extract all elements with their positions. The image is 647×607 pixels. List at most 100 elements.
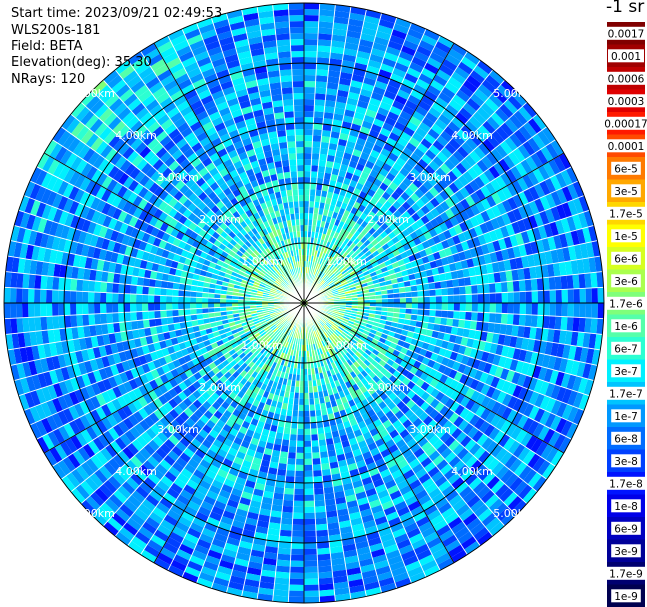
range-bin (350, 252, 358, 259)
range-bin (404, 99, 418, 111)
range-bin (318, 278, 323, 285)
range-bin (304, 380, 309, 387)
range-bin (399, 511, 413, 523)
range-bin (338, 169, 347, 178)
range-bin (184, 303, 191, 310)
range-bin (332, 324, 338, 330)
range-bin (432, 139, 445, 152)
range-bin (416, 243, 425, 252)
range-bin (323, 260, 328, 267)
range-bin (506, 313, 514, 325)
range-bin (394, 17, 412, 29)
range-bin (335, 372, 343, 380)
range-bin (518, 125, 533, 141)
range-bin (447, 516, 463, 530)
range-bin (399, 303, 406, 309)
range-bin (536, 315, 544, 329)
range-bin (323, 267, 329, 274)
range-bin (324, 166, 333, 174)
range-bin (124, 303, 131, 313)
range-bin (467, 167, 479, 180)
range-bin (349, 584, 366, 594)
range-bin (360, 228, 369, 237)
range-bin (340, 322, 347, 327)
range-bin (480, 489, 495, 504)
range-bin (550, 249, 559, 264)
range-bin (348, 437, 358, 446)
range-bin (408, 413, 419, 424)
range-bin (541, 126, 556, 143)
range-bin (474, 330, 482, 341)
range-bin (310, 171, 318, 178)
range-bin (304, 105, 315, 112)
range-bin (347, 267, 355, 274)
range-bin (491, 388, 502, 402)
range-bin (318, 21, 334, 29)
range-bin (325, 344, 331, 352)
range-bin (346, 256, 353, 263)
range-bin (336, 508, 349, 517)
range-bin (378, 576, 395, 587)
range-bin (513, 480, 528, 496)
range-bin (406, 121, 419, 132)
range-bin (396, 506, 411, 517)
range-bin (400, 45, 417, 57)
range-bin (427, 175, 438, 187)
range-bin (304, 440, 312, 447)
range-bin (556, 401, 568, 418)
range-bin (316, 250, 321, 258)
range-bin (320, 353, 326, 361)
range-bin (500, 80, 517, 96)
range-bin (455, 111, 469, 125)
range-bin (358, 558, 374, 568)
range-bin (531, 290, 538, 303)
range-bin (315, 284, 321, 290)
range-bin (356, 233, 365, 241)
range-bin (417, 290, 424, 297)
range-bin (363, 239, 371, 247)
range-bin (317, 270, 322, 277)
range-bin (428, 450, 441, 462)
range-bin (313, 476, 323, 483)
range-bin (364, 231, 372, 240)
range-bin (576, 258, 585, 275)
range-bin (172, 296, 179, 303)
range-bin (469, 442, 482, 456)
range-bin (431, 492, 446, 505)
range-bin (523, 389, 534, 404)
range-bin (338, 428, 347, 437)
range-bin (596, 271, 604, 288)
range-bin (361, 120, 373, 130)
range-bin (304, 189, 310, 196)
range-bin (372, 164, 382, 174)
range-bin (319, 589, 335, 597)
range-bin (100, 292, 107, 303)
range-bin (413, 432, 425, 443)
range-bin (509, 458, 523, 473)
range-bin (410, 260, 419, 268)
range-bin (324, 106, 335, 114)
range-bin (420, 214, 430, 225)
range-bin (483, 303, 490, 313)
range-bin (480, 395, 492, 408)
range-bin (315, 409, 322, 417)
range-bin (333, 581, 350, 590)
range-bin (406, 67, 422, 79)
range-bin (354, 247, 362, 255)
range-bin (373, 334, 381, 342)
range-bin (526, 228, 536, 243)
range-bin (391, 448, 402, 459)
range-bin (481, 273, 489, 285)
range-bin (396, 479, 409, 491)
range-bin (304, 177, 311, 184)
range-bin (583, 176, 596, 194)
range-bin (304, 398, 310, 405)
range-bin (475, 188, 486, 201)
range-bin (472, 481, 487, 495)
range-bin (421, 341, 430, 351)
range-bin (273, 589, 289, 597)
range-bin (346, 373, 353, 381)
range-bin (493, 323, 501, 334)
range-bin (544, 382, 556, 398)
